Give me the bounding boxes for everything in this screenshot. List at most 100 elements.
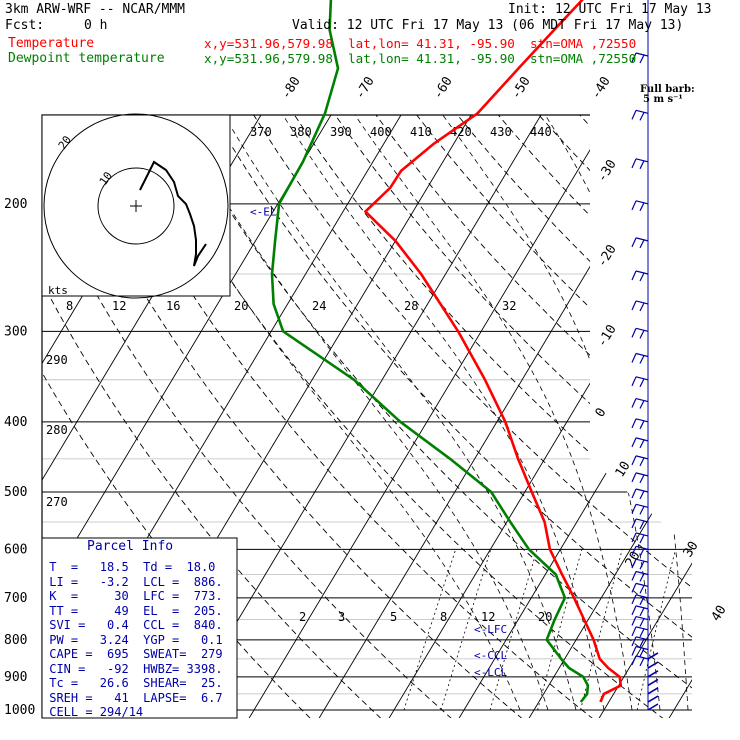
hodograph-ring-label: 20 [56, 133, 74, 151]
parcel-info-row: CAPE = 695 SWEAT= 279 [42, 647, 223, 661]
wind-barb-flags [631, 200, 649, 212]
mixing-ratio-line [580, 549, 623, 711]
wind-barb-flags [631, 532, 649, 544]
wind-barb [631, 455, 649, 467]
isotherm-line [384, 115, 692, 718]
theta-label: 430 [490, 125, 512, 139]
dry-adiabat-line [290, 115, 692, 718]
mixing-ratio-label: 12 [481, 610, 495, 624]
hodograph-ring-10 [97, 167, 175, 245]
isotherm-label: -10 [595, 322, 620, 350]
moist-adiabat-line [353, 115, 633, 711]
wind-barb-low [647, 695, 659, 703]
wind-barb-flags [631, 270, 649, 282]
dewpoint-legend: Dewpoint temperature [8, 51, 165, 66]
barb-legend-title: Full barb: [640, 84, 695, 95]
wind-barb [631, 605, 649, 617]
isotherm-label: 0 [593, 406, 610, 421]
pressure-tick-label: 900 [4, 670, 27, 685]
barb-legend-units: 5 m s⁻¹ [643, 94, 683, 105]
isotherm-line [314, 115, 692, 718]
isotherm-label: -50 [509, 74, 534, 102]
theta-side-label: 270 [46, 495, 68, 509]
parcel-info-row: LI = -3.2 LCL = 886. [42, 574, 223, 589]
parcel-info-row: CELL = 294/14 [42, 705, 144, 719]
wind-barb-low [647, 687, 659, 695]
pressure-tick-label: 800 [4, 633, 27, 648]
isotherm-label: 10 [613, 459, 634, 480]
theta-e-label: 8 [66, 299, 73, 313]
wind-barb-flags [631, 636, 649, 648]
theta-e-label: 20 [234, 299, 248, 313]
wind-barb [631, 582, 649, 594]
level-marker-label: <-LFC [474, 623, 507, 636]
wind-barb [631, 327, 649, 339]
wind-barb-flags [631, 503, 649, 515]
wind-barb [631, 615, 649, 627]
isotherm-label: -70 [353, 74, 378, 102]
wind-barb-flags [631, 158, 649, 170]
wind-barb [631, 158, 649, 170]
model-title: 3km ARW-WRF -- NCAR/MMM [5, 2, 186, 17]
wind-barb [631, 300, 649, 312]
temperature-line [364, 0, 623, 703]
wind-barb [631, 636, 649, 648]
dry-adiabat-line [254, 115, 692, 718]
parcel-info-row: PW = 3.24 YGP = 0.1 [42, 632, 223, 647]
wind-barb [631, 352, 649, 364]
isotherm-label: 20 [623, 549, 644, 570]
wind-barb [631, 570, 649, 582]
moist-adiabat-line [132, 115, 521, 711]
wind-barb [631, 270, 649, 282]
wind-barb [631, 397, 649, 409]
theta-side-label: 290 [46, 353, 68, 367]
wind-barb-flags [631, 558, 649, 570]
pressure-tick-label: 300 [4, 324, 27, 339]
parcel-info-row: SVI = 0.4 CCL = 840. [42, 618, 223, 632]
wind-barb-low [647, 661, 659, 669]
wind-barb-flags [631, 582, 649, 594]
parcel-info-row: TT = 49 EL = 205. [42, 603, 223, 618]
isotherm-line [174, 115, 629, 718]
parcel-info-title: Parcel Info [87, 539, 174, 554]
wind-barb [631, 594, 649, 606]
isotherm-label: -60 [431, 74, 456, 102]
wind-barb-flags [631, 545, 649, 557]
mixing-ratio-label: 5 [390, 610, 397, 624]
theta-e-label: 16 [166, 299, 180, 313]
valid-time: Valid: 12 UTC Fri 17 May 13 (06 MDT Fri … [292, 18, 684, 33]
theta-label: 410 [410, 125, 432, 139]
wind-barb-flags [631, 109, 649, 121]
parcel-info-row: CIN = -92 HWBZ= 3398. [42, 661, 223, 676]
isotherm-line [42, 115, 349, 718]
pressure-tick-label: 600 [4, 542, 27, 557]
fcst-value: 0 h [84, 18, 108, 33]
wind-barb-flags [631, 518, 649, 530]
wind-barb-flags [631, 645, 649, 657]
init-time: Init: 12 UTC Fri 17 May 13 [508, 2, 712, 17]
parcel-info-table: T = 18.5 Td = 18.0 LI = -3.2 LCL = 886. … [42, 560, 223, 720]
isotherm-label: 30 [681, 539, 702, 560]
parcel-info-box [41, 537, 238, 719]
theta-e-label: 24 [312, 299, 326, 313]
moist-adiabat-line [441, 115, 661, 711]
isotherm-label: 40 [709, 603, 730, 624]
moist-adiabat-line [543, 115, 689, 711]
wind-barb-flags [631, 327, 649, 339]
isotherm-line [244, 115, 692, 718]
theta-label: 420 [450, 125, 472, 139]
wind-barb-low [647, 678, 659, 687]
wind-barb-flags [631, 237, 649, 249]
moist-adiabat-line [222, 115, 577, 711]
dewpoint-location: x,y=531.96,579.98 lat,lon= 41.31, -95.90… [204, 51, 637, 66]
wind-barb-flags [631, 437, 649, 449]
dry-adiabat-line [109, 115, 692, 718]
wind-barb-flags [631, 570, 649, 582]
dry-adiabat-line [42, 115, 318, 718]
theta-label: 440 [530, 125, 552, 139]
dry-adiabat-line [652, 115, 692, 718]
mixing-ratio-label: 2 [299, 610, 306, 624]
wind-barb [631, 237, 649, 249]
mixing-ratio-label: 8 [440, 610, 447, 624]
